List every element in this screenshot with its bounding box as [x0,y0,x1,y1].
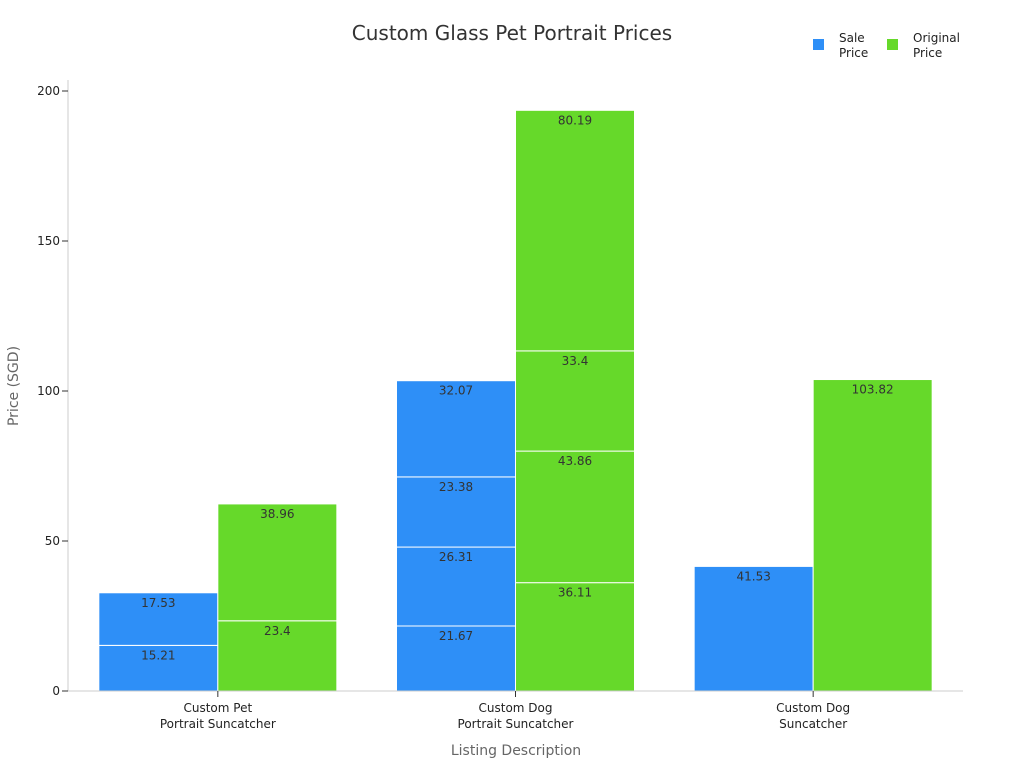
bar-segment [217,503,338,622]
x-tick-label: Custom Dog Suncatcher [776,701,850,731]
bar-segment [217,620,338,692]
y-tick-label: 150 [37,234,60,248]
y-axis-title: Price (SGD) [6,346,22,426]
bar-value-label: 15.21 [141,648,175,662]
bar-segment [693,565,814,692]
legend-label: Sale Price [839,31,868,60]
y-tick-label: 100 [37,384,60,398]
bars: 15.21 17.53 23.4 38.96 21.67 26.31 23.38 32.07 3… [98,109,933,692]
x-tick-label-line: Portrait Suncatcher [458,717,574,731]
x-tick-label-line: Custom Pet [183,701,252,715]
x-tick-label-line: Suncatcher [779,717,847,731]
bar-value-label: 41.53 [736,569,770,583]
legend-swatch [887,39,898,50]
bar-value-label: 33.4 [562,354,589,368]
bar-segment [396,546,516,627]
bar-value-label: 17.53 [141,596,175,610]
legend-label-line: Price [839,46,868,60]
bar-value-label: 43.86 [558,454,592,468]
x-tick-label-line: Custom Dog [479,701,553,715]
bar-value-label: 103.82 [852,383,894,397]
bar-value-label: 23.4 [264,624,291,638]
bar-segment [812,379,933,692]
bar-segment [396,380,516,478]
bar-value-label: 38.96 [260,507,294,521]
y-axis: 0 50 100 150 200 [37,80,69,698]
x-tick-label-line: Portrait Suncatcher [160,717,276,731]
legend-label: Original Price [913,31,960,60]
bar-segment [515,109,635,352]
legend-swatch [813,39,824,50]
bar-value-label: 36.11 [558,586,592,600]
bar-segment [396,476,516,548]
bar-value-label: 32.07 [439,384,473,398]
x-tick-label-line: Custom Dog [776,701,850,715]
bar-value-label: 23.38 [439,480,473,494]
chart-title: Custom Glass Pet Portrait Prices [352,21,672,45]
legend-label-line: Sale [839,31,865,45]
legend-label-line: Original [913,31,960,45]
x-tick-label: Custom Dog Portrait Suncatcher [458,701,574,731]
bar-segment [515,582,635,692]
legend-label-line: Price [913,46,942,60]
x-axis-title: Listing Description [451,743,581,759]
y-tick-label: 50 [45,534,60,548]
bar-value-label: 26.31 [439,550,473,564]
y-tick-label: 200 [37,84,60,98]
bar-value-label: 80.19 [558,113,592,127]
y-tick-label: 0 [52,684,60,698]
x-axis: Custom Pet Portrait Suncatcher Custom Dog P… [68,690,963,731]
bar-segment [515,350,635,452]
bar-value-label: 21.67 [439,629,473,643]
x-tick-label: Custom Pet Portrait Suncatcher [160,701,276,731]
bar-segment [515,450,635,584]
